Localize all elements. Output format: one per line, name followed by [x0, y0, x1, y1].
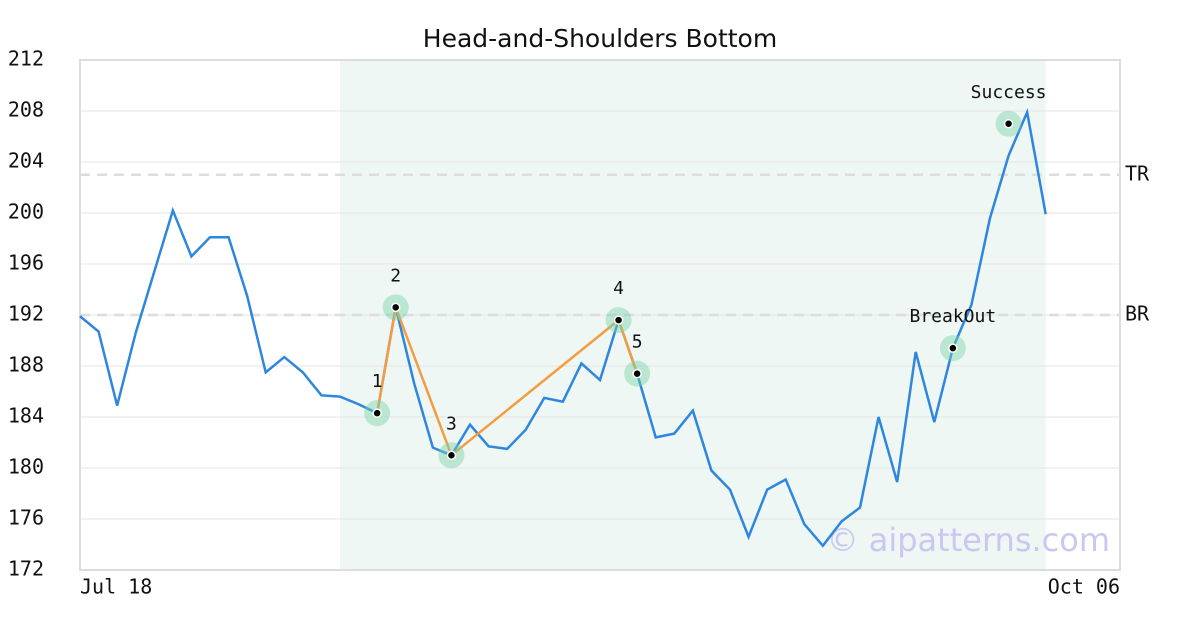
watermark: © aipatterns.com [827, 521, 1110, 559]
price-line [79, 107, 1047, 548]
pattern-point [1003, 119, 1014, 129]
y-tick-label: 176 [8, 506, 44, 530]
pattern-label: 5 [632, 332, 643, 353]
pattern-point [948, 343, 958, 353]
y-tick-label: 188 [8, 353, 44, 377]
y-tick-label: 196 [8, 251, 44, 275]
pattern-label: 2 [390, 265, 401, 286]
pattern-point [613, 315, 624, 325]
pattern-point [632, 368, 642, 379]
pattern-label: 4 [613, 278, 624, 299]
x-tick-label: Jul 18 [80, 575, 152, 599]
x-tick-label: Oct 06 [1048, 575, 1120, 599]
y-tick-label: 172 [8, 557, 44, 581]
y-tick-label: 208 [8, 98, 44, 122]
y-tick-label: 200 [8, 200, 44, 224]
pattern-point [390, 302, 401, 313]
pattern-label: BreakOut [910, 306, 997, 327]
y-tick-label: 184 [8, 404, 44, 428]
pattern-label: Success [971, 82, 1047, 103]
pattern-label: 3 [446, 413, 457, 434]
y-tick-label: 212 [8, 47, 44, 71]
y-tick-label: 204 [8, 149, 44, 173]
level-label: BR [1125, 302, 1150, 326]
chart-title: Head-and-Shoulders Bottom [423, 24, 777, 53]
pattern-point [372, 408, 382, 418]
y-tick-label: 192 [8, 302, 44, 326]
level-label: TR [1125, 161, 1150, 185]
pattern-label: 1 [372, 371, 383, 392]
pattern-point [446, 450, 457, 460]
y-tick-label: 180 [8, 455, 44, 479]
